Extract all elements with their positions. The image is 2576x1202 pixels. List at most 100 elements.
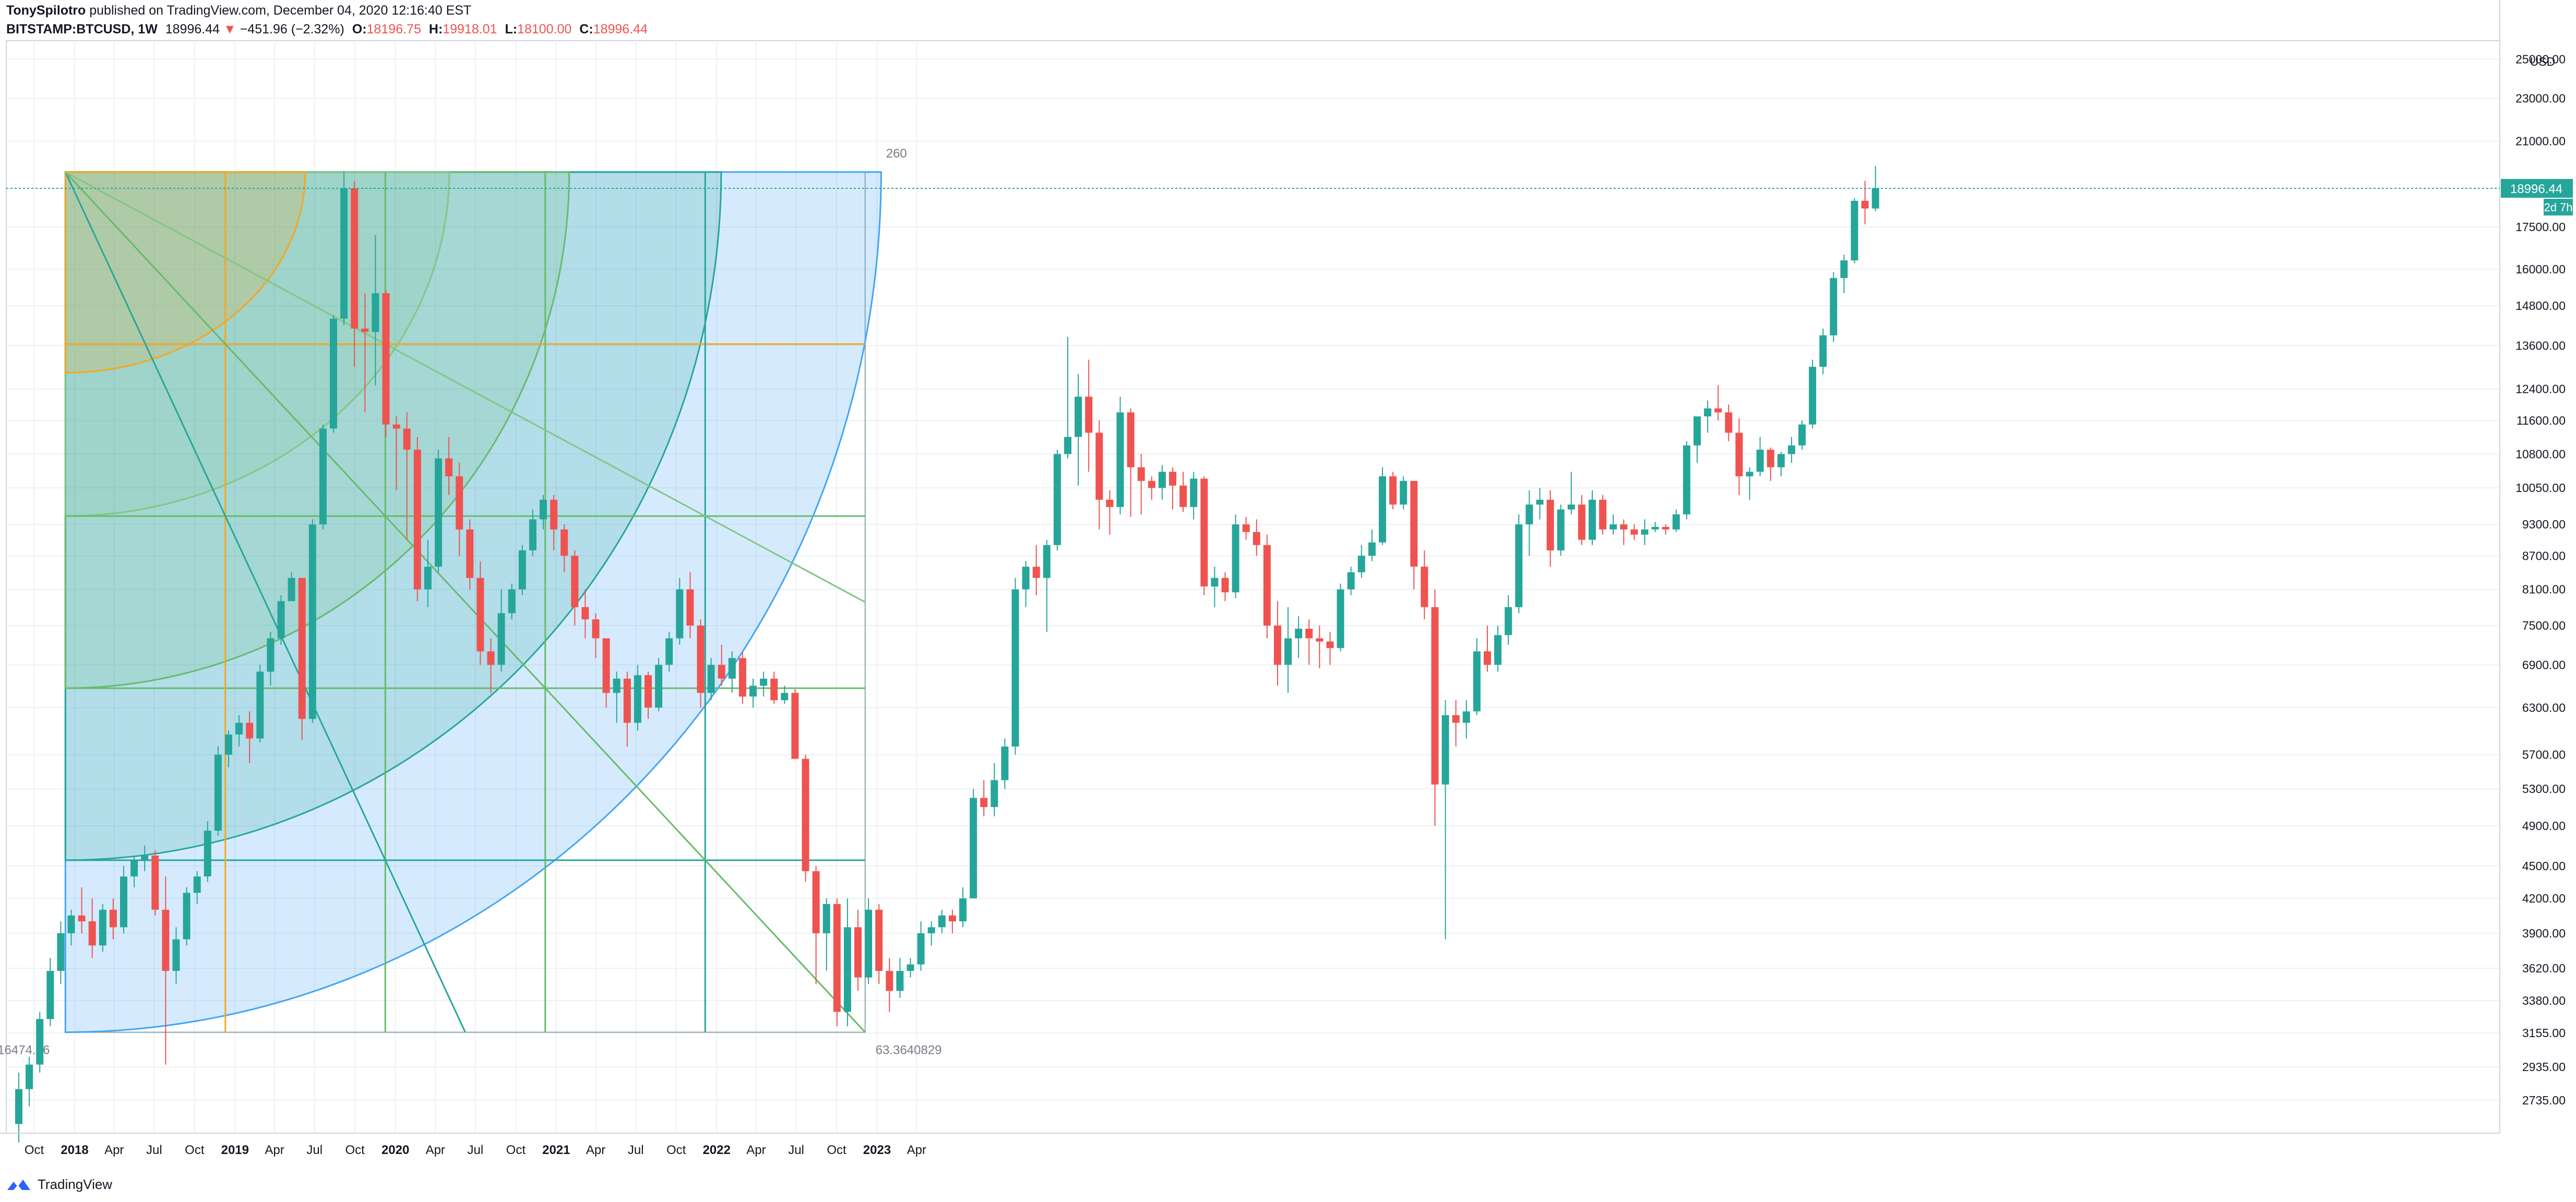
candle-body[interactable] bbox=[1746, 472, 1754, 477]
candle-body[interactable] bbox=[1043, 545, 1051, 578]
candle-body[interactable] bbox=[938, 915, 946, 928]
candle-body[interactable] bbox=[728, 658, 736, 679]
candle-body[interactable] bbox=[508, 589, 516, 614]
candle-body[interactable] bbox=[676, 589, 684, 639]
candle-body[interactable] bbox=[1179, 485, 1187, 507]
candle-body[interactable] bbox=[959, 898, 967, 922]
candle-body[interactable] bbox=[886, 971, 893, 991]
candle-body[interactable] bbox=[634, 675, 641, 723]
candle-body[interactable] bbox=[1536, 499, 1544, 505]
tradingview-brand[interactable]: TradingView bbox=[6, 1173, 112, 1196]
candle-body[interactable] bbox=[308, 524, 316, 719]
candle-body[interactable] bbox=[1840, 260, 1848, 278]
candle-body[interactable] bbox=[1284, 638, 1292, 665]
candle-body[interactable] bbox=[476, 578, 484, 652]
candle-body[interactable] bbox=[1127, 412, 1135, 467]
candle-body[interactable] bbox=[655, 665, 663, 708]
candle-body[interactable] bbox=[1694, 416, 1701, 446]
candle-body[interactable] bbox=[57, 933, 65, 971]
candle-body[interactable] bbox=[1211, 578, 1219, 587]
candle-body[interactable] bbox=[214, 754, 222, 831]
candle-body[interactable] bbox=[1011, 589, 1019, 747]
candle-body[interactable] bbox=[529, 519, 536, 550]
candle-body[interactable] bbox=[686, 589, 694, 626]
candle-body[interactable] bbox=[854, 927, 862, 978]
symbol-label[interactable]: BITSTAMP:BTCUSD, 1W bbox=[6, 22, 158, 37]
candle-body[interactable] bbox=[256, 671, 264, 739]
candle-body[interactable] bbox=[1662, 526, 1669, 530]
candle-body[interactable] bbox=[1326, 641, 1334, 648]
candle-body[interactable] bbox=[613, 678, 621, 693]
candle-body[interactable] bbox=[1116, 412, 1124, 507]
candle-body[interactable] bbox=[15, 1089, 22, 1124]
candle-body[interactable] bbox=[340, 188, 348, 319]
candle-body[interactable] bbox=[403, 428, 411, 450]
candle-body[interactable] bbox=[1368, 542, 1376, 556]
candle-body[interactable] bbox=[183, 893, 190, 940]
candle-body[interactable] bbox=[1400, 480, 1408, 505]
candle-body[interactable] bbox=[351, 188, 359, 329]
candle-body[interactable] bbox=[46, 971, 54, 1019]
candle-body[interactable] bbox=[26, 1064, 33, 1089]
candle-body[interactable] bbox=[980, 798, 988, 807]
candle-body[interactable] bbox=[298, 578, 306, 719]
candle-body[interactable] bbox=[319, 428, 327, 525]
candle-body[interactable] bbox=[833, 904, 841, 1012]
candle-body[interactable] bbox=[1830, 278, 1838, 335]
candle-body[interactable] bbox=[1316, 638, 1323, 642]
candle-body[interactable] bbox=[1274, 626, 1281, 665]
candle-body[interactable] bbox=[1735, 432, 1743, 477]
candle-body[interactable] bbox=[1767, 449, 1774, 467]
candle-body[interactable] bbox=[392, 424, 400, 429]
candle-body[interactable] bbox=[760, 678, 768, 686]
candle-body[interactable] bbox=[1672, 514, 1680, 530]
candle-body[interactable] bbox=[1022, 567, 1030, 590]
candle-body[interactable] bbox=[991, 780, 998, 807]
candle-body[interactable] bbox=[970, 798, 977, 899]
candle-body[interactable] bbox=[1851, 200, 1858, 261]
candle-body[interactable] bbox=[843, 927, 851, 1012]
candle-body[interactable] bbox=[1589, 499, 1596, 540]
candle-body[interactable] bbox=[1232, 524, 1239, 593]
candle-body[interactable] bbox=[497, 613, 505, 665]
candle-body[interactable] bbox=[571, 556, 579, 607]
author-name[interactable]: TonySpilotro bbox=[6, 3, 86, 18]
candle-body[interactable] bbox=[907, 964, 914, 971]
candle-body[interactable] bbox=[781, 693, 789, 701]
candle-body[interactable] bbox=[1221, 578, 1229, 593]
candle-body[interactable] bbox=[1095, 432, 1103, 500]
candle-body[interactable] bbox=[413, 449, 421, 590]
candle-body[interactable] bbox=[623, 678, 631, 723]
candle-body[interactable] bbox=[1169, 472, 1176, 486]
candle-body[interactable] bbox=[1064, 437, 1071, 454]
candle-body[interactable] bbox=[1505, 607, 1512, 635]
candle-body[interactable] bbox=[1441, 715, 1449, 785]
candle-body[interactable] bbox=[267, 638, 275, 672]
candle-body[interactable] bbox=[1106, 499, 1114, 507]
candle-body[interactable] bbox=[697, 626, 705, 693]
candle-body[interactable] bbox=[1032, 567, 1040, 578]
candle-body[interactable] bbox=[1557, 509, 1565, 550]
candle-body[interactable] bbox=[151, 855, 159, 910]
candle-body[interactable] bbox=[466, 529, 474, 578]
candle-body[interactable] bbox=[540, 499, 547, 520]
candle-body[interactable] bbox=[109, 909, 117, 928]
candle-body[interactable] bbox=[1704, 408, 1712, 417]
candle-body[interactable] bbox=[1809, 367, 1817, 425]
candle-body[interactable] bbox=[1777, 454, 1785, 467]
candle-body[interactable] bbox=[718, 665, 725, 679]
candle-body[interactable] bbox=[445, 458, 453, 477]
candle-body[interactable] bbox=[1242, 524, 1250, 532]
candle-body[interactable] bbox=[1337, 589, 1344, 648]
candle-body[interactable] bbox=[456, 476, 463, 530]
candle-body[interactable] bbox=[1756, 449, 1764, 472]
candle-body[interactable] bbox=[1714, 408, 1722, 413]
candle-body[interactable] bbox=[1305, 629, 1313, 639]
candle-body[interactable] bbox=[1158, 472, 1166, 488]
candle-body[interactable] bbox=[246, 723, 254, 739]
candle-body[interactable] bbox=[1148, 480, 1155, 488]
candle-body[interactable] bbox=[1075, 396, 1082, 437]
candle-body[interactable] bbox=[235, 723, 243, 735]
candle-body[interactable] bbox=[822, 904, 830, 933]
